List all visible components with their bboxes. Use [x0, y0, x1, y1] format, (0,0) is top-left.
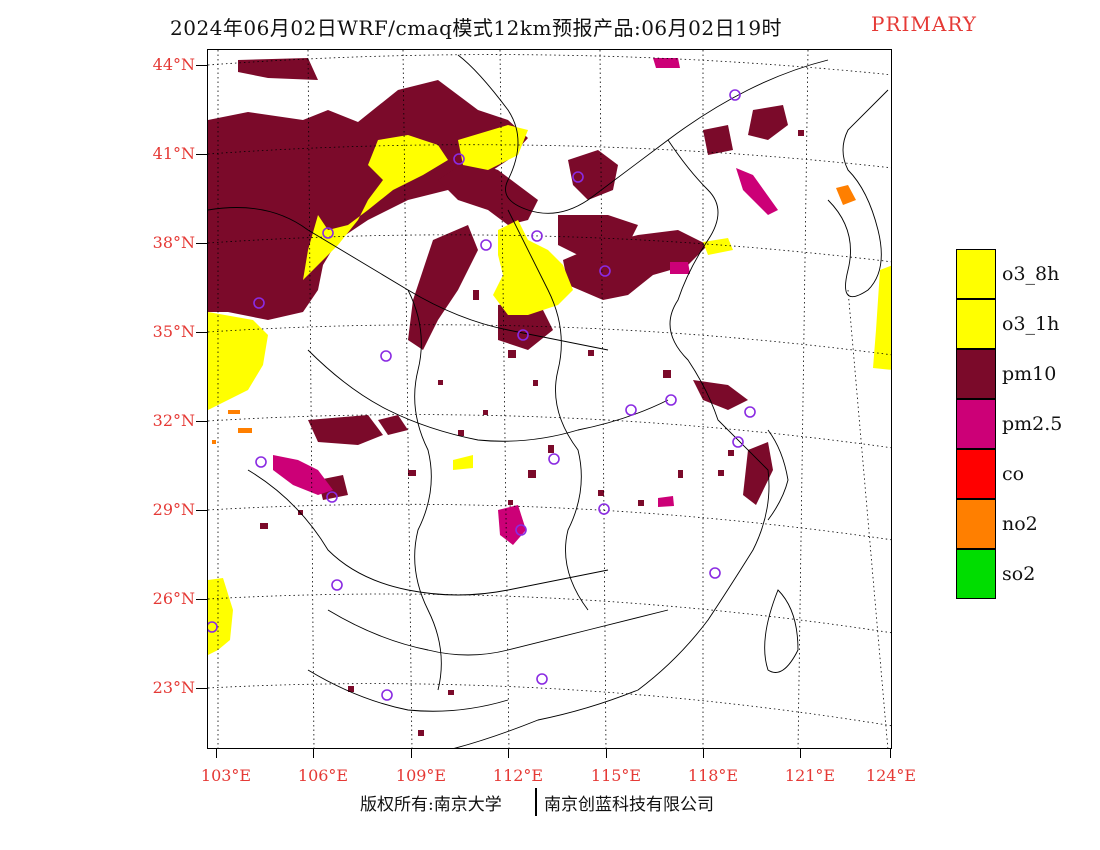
lat-tick — [196, 599, 207, 600]
scattered-cells — [260, 130, 804, 736]
site-markers — [208, 89, 756, 701]
legend-label: o3_8h — [1002, 263, 1060, 285]
legend-swatch — [956, 449, 996, 499]
lat-label-29: 29°N — [152, 500, 195, 519]
lon-tick — [800, 749, 801, 758]
legend-item-no2: no2 — [956, 499, 1096, 549]
lon-tick — [703, 749, 704, 758]
legend-label: so2 — [1002, 563, 1036, 585]
lon-label-121: 121°E — [784, 766, 836, 785]
lon-tick — [411, 749, 412, 758]
legend-swatch — [956, 299, 996, 349]
legend-swatch — [956, 549, 996, 599]
lat-label-44: 44°N — [152, 55, 195, 74]
legend-item-co: co — [956, 449, 1096, 499]
title-main: 2024年06月02日WRF/cmaq模式12km预报产品:06月02日19时 — [170, 16, 783, 40]
legend-label: o3_1h — [1002, 313, 1060, 335]
legend-item-so2: so2 — [956, 549, 1096, 599]
legend-swatch — [956, 349, 996, 399]
lon-tick — [508, 749, 509, 758]
boundaries — [208, 54, 889, 748]
lat-tick — [196, 154, 207, 155]
copyright-left: 版权所有:南京大学 — [360, 795, 502, 815]
lat-label-35: 35°N — [152, 322, 195, 341]
map-canvas — [208, 50, 891, 748]
lat-tick — [196, 688, 207, 689]
lon-label-103: 103°E — [200, 766, 252, 785]
legend-item-pm25: pm2.5 — [956, 399, 1096, 449]
lon-label-118: 118°E — [687, 766, 739, 785]
legend-label: no2 — [1002, 513, 1038, 535]
legend-swatch — [956, 499, 996, 549]
lon-label-115: 115°E — [590, 766, 642, 785]
lat-tick — [196, 510, 207, 511]
lat-tick — [196, 65, 207, 66]
o3-field — [208, 125, 891, 655]
lat-label-26: 26°N — [152, 589, 195, 608]
lat-label-32: 32°N — [152, 411, 195, 430]
map-title: 2024年06月02日WRF/cmaq模式12km预报产品:06月02日19时 … — [0, 12, 1100, 42]
legend-item-pm10: pm10 — [956, 349, 1096, 399]
legend-item-o3-8h: o3_8h — [956, 249, 1096, 299]
graticule — [208, 50, 891, 748]
legend-label: co — [1002, 463, 1025, 485]
lat-label-38: 38°N — [152, 233, 195, 252]
lon-tick — [216, 749, 217, 758]
copyright-footer: 版权所有:南京大学 南京创蓝科技有限公司 — [360, 788, 780, 816]
copyright-right: 南京创蓝科技有限公司 — [544, 795, 714, 815]
lon-tick — [890, 749, 891, 758]
lon-tick — [606, 749, 607, 758]
footer-separator — [535, 788, 537, 816]
lat-label-41: 41°N — [152, 144, 195, 163]
legend-label: pm10 — [1002, 363, 1057, 385]
lon-label-112: 112°E — [492, 766, 544, 785]
lon-tick — [313, 749, 314, 758]
legend-label: pm2.5 — [1002, 413, 1063, 435]
lat-tick — [196, 243, 207, 244]
legend-swatch — [956, 399, 996, 449]
lat-tick — [196, 421, 207, 422]
lon-label-124: 124°E — [865, 766, 917, 785]
lon-label-109: 109°E — [395, 766, 447, 785]
map-area — [207, 49, 892, 749]
title-primary-tag: PRIMARY — [871, 12, 977, 36]
legend-item-o3-1h: o3_1h — [956, 299, 1096, 349]
no2-field — [212, 185, 856, 444]
lon-label-106: 106°E — [297, 766, 349, 785]
lat-label-23: 23°N — [152, 678, 195, 697]
lat-tick — [196, 332, 207, 333]
pm10-field — [208, 58, 788, 505]
legend-swatch — [956, 249, 996, 299]
pollutant-legend: o3_8h o3_1h pm10 pm2.5 co no2 so2 — [956, 249, 1096, 599]
